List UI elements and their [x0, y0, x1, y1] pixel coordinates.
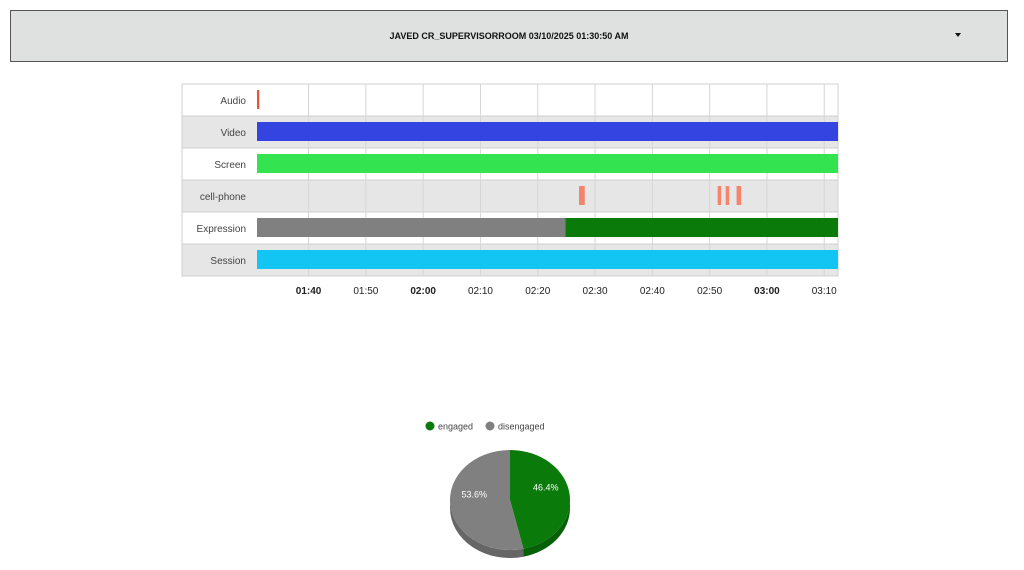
pie-slice-disengaged	[450, 450, 524, 550]
timeline-bar	[257, 90, 260, 109]
axis-tick-label: 01:40	[296, 286, 322, 297]
timeline-chart: Audio Video Screen cell-phone Expression Sess…	[181, 83, 839, 297]
engagement-pie-chart: engaged disengaged 46.4% 53.6%	[425, 421, 570, 558]
timeline-bar	[257, 250, 838, 269]
axis-tick-label: 02:30	[583, 286, 608, 297]
row-label-audio: Audio	[220, 96, 246, 107]
timeline-bar	[579, 186, 585, 205]
session-selector[interactable]: JAVED CR_SUPERVISORROOM 03/10/2025 01:30…	[10, 10, 1008, 62]
pie-side-engaged	[523, 500, 570, 557]
row-label-screen: Screen	[214, 160, 246, 171]
axis-tick-label: 03:10	[812, 286, 837, 297]
session-title: JAVED CR_SUPERVISORROOM 03/10/2025 01:30…	[389, 31, 629, 41]
row-label-video: Video	[221, 128, 247, 139]
axis-tick-label: 01:50	[353, 286, 378, 297]
row-label-cell-phone: cell-phone	[200, 192, 247, 203]
legend-label-engaged: engaged	[438, 422, 473, 432]
timeline-bar	[565, 218, 838, 237]
legend-marker-disengaged	[485, 421, 495, 431]
timeline-bar	[257, 218, 566, 237]
pie-side-disengaged	[450, 500, 524, 558]
axis-tick-label: 02:40	[640, 286, 665, 297]
timeline-row-bg	[181, 83, 839, 117]
timeline-bar	[257, 154, 838, 173]
axis-tick-label: 02:20	[525, 286, 550, 297]
axis-tick-label: 02:10	[468, 286, 493, 297]
row-label-session: Session	[210, 256, 246, 267]
axis-tick-label: 02:00	[410, 286, 436, 297]
legend-marker-engaged	[425, 421, 435, 431]
timeline-bar	[725, 186, 730, 205]
pie-slice-engaged	[510, 450, 570, 549]
timeline-bar	[717, 186, 722, 205]
legend-label-disengaged: disengaged	[498, 422, 545, 432]
caret-down-icon[interactable]	[955, 33, 961, 37]
axis-tick-label: 03:00	[754, 286, 780, 297]
timeline-bar	[736, 186, 742, 205]
row-label-expression: Expression	[197, 224, 246, 235]
axis-tick-label: 02:50	[697, 286, 722, 297]
timeline-bar	[257, 122, 838, 141]
pie-label-disengaged: 53.6%	[461, 489, 487, 499]
pie-label-engaged: 46.4%	[533, 483, 559, 493]
